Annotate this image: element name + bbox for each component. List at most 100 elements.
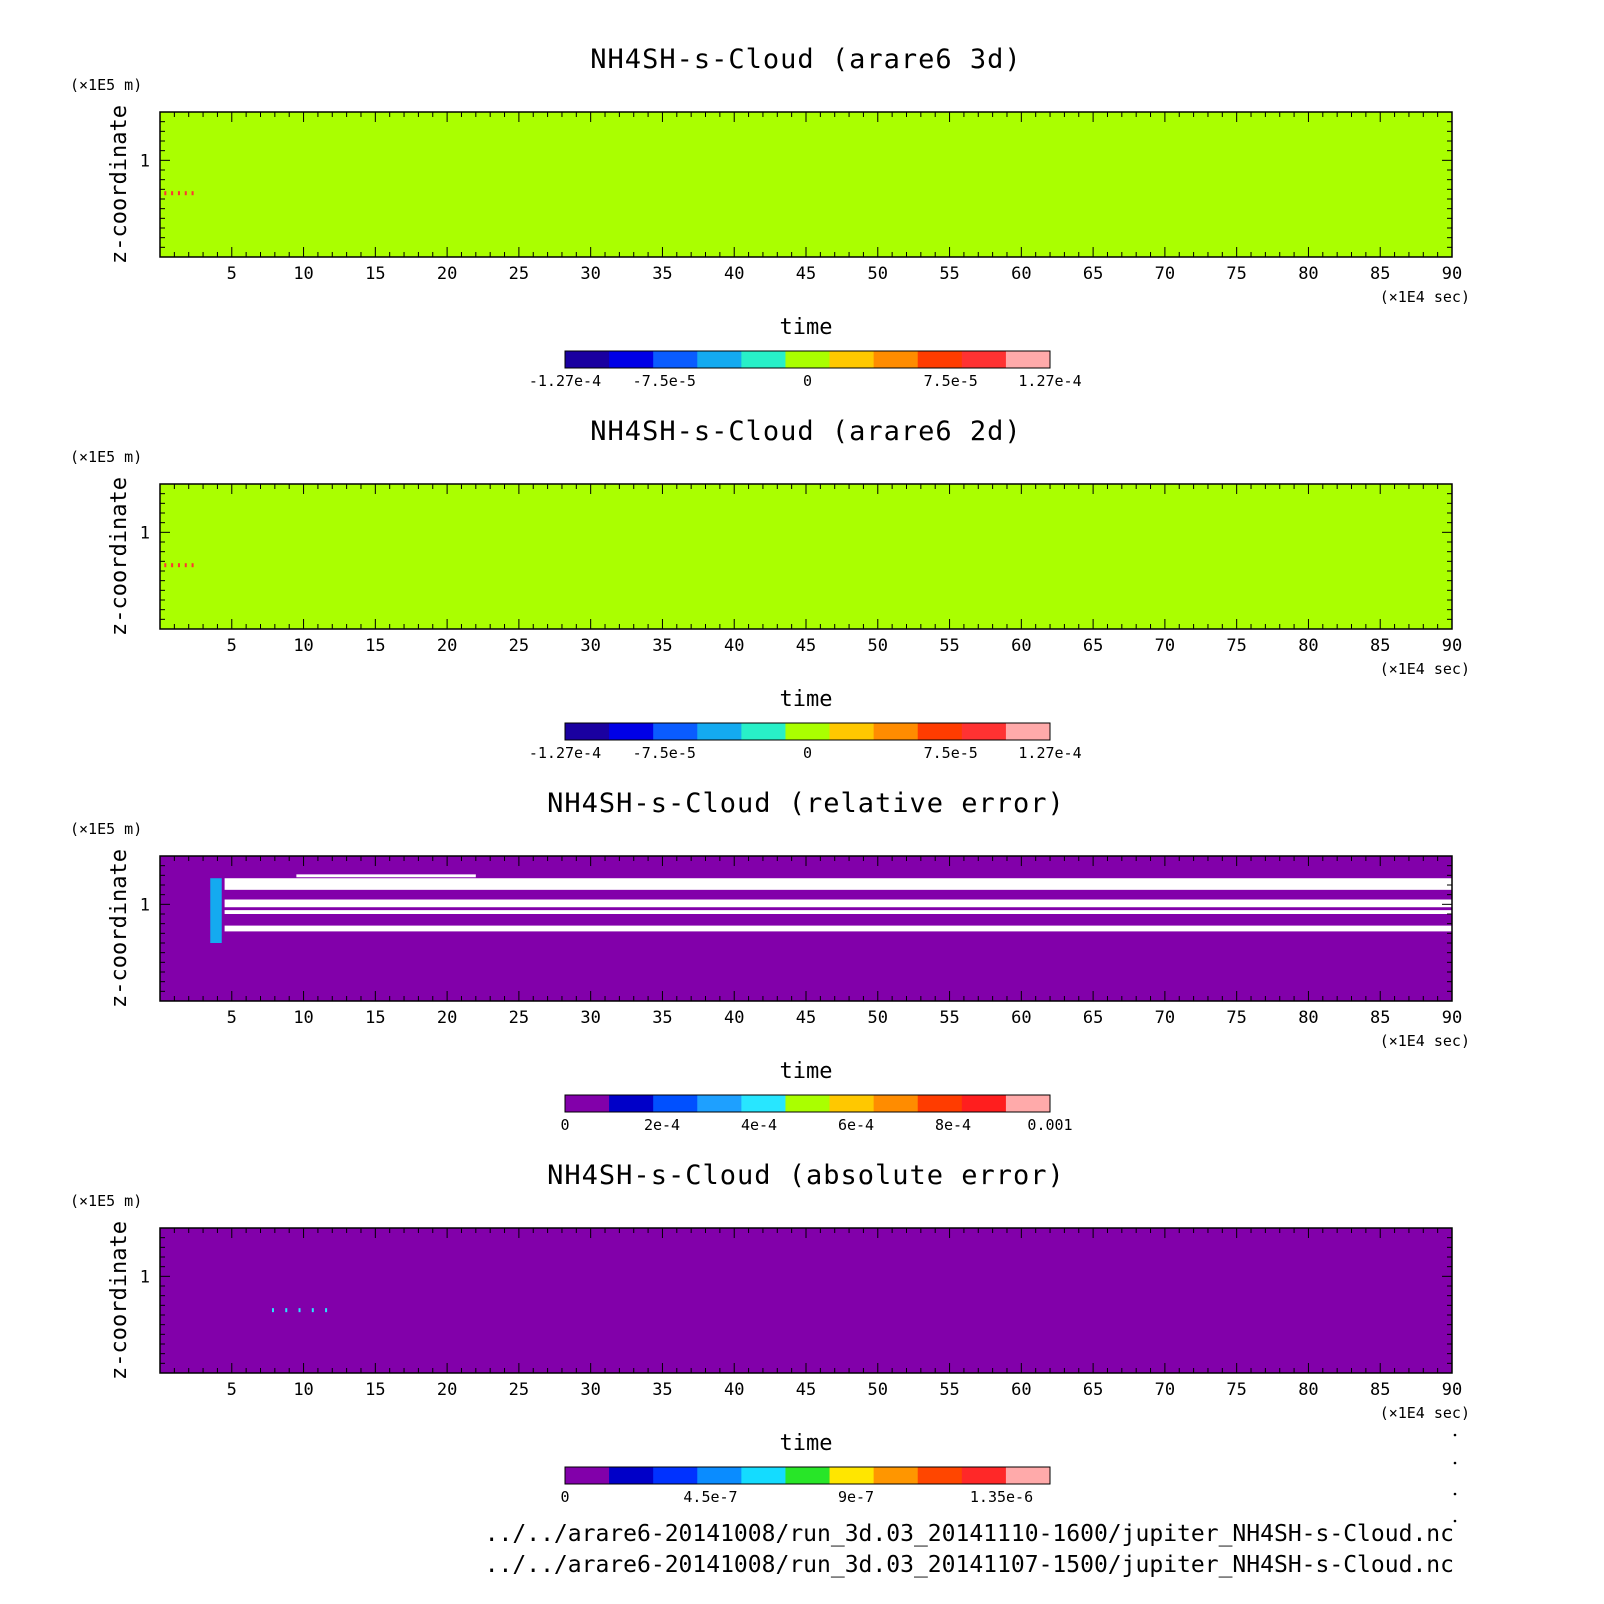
- x-tick-label: 30: [580, 264, 600, 284]
- x-tick-label: 55: [939, 1380, 959, 1400]
- feature-band: [296, 874, 476, 878]
- x-tick-label: 45: [796, 1380, 816, 1400]
- x-tick-label: 80: [1298, 264, 1318, 284]
- colorbar-tick-label: 0: [803, 372, 812, 390]
- x-axis-label: time: [780, 687, 833, 712]
- colorbar-frame: [564, 350, 1051, 369]
- y-unit: (×1E5 m): [70, 76, 142, 94]
- y-tick-label: 1: [140, 895, 150, 915]
- x-tick-label: 60: [1011, 264, 1031, 284]
- colorbar-swatch: [873, 351, 919, 368]
- colorbar-swatch: [785, 1467, 831, 1484]
- footer-dot: [1453, 1433, 1457, 1437]
- x-unit: (×1E4 sec): [1380, 660, 1470, 678]
- colorbar-tick-label: 0: [560, 1116, 569, 1134]
- x-tick-label: 80: [1298, 1008, 1318, 1028]
- x-tick-label: 65: [1083, 636, 1103, 656]
- x-tick-label: 65: [1083, 1380, 1103, 1400]
- panel-title: NH4SH-s-Cloud (arare6 3d): [590, 44, 1021, 75]
- x-tick-label: 40: [724, 636, 744, 656]
- footer-dot: [1453, 1461, 1457, 1465]
- colorbar: -1.27e-4 -7.5e-5 0 7.5e-5 1.27e-4: [529, 350, 1082, 390]
- feature-spot: [191, 563, 194, 568]
- colorbar-swatch: [697, 723, 742, 740]
- feature-spot: [184, 191, 187, 196]
- colorbar-frame: [564, 1094, 1051, 1113]
- x-tick-label: 25: [509, 264, 529, 284]
- colorbar-tick-label: 6e-4: [838, 1116, 874, 1134]
- colorbar-swatch: [741, 351, 786, 368]
- colorbar-swatch: [829, 723, 875, 740]
- colorbar-swatch: [741, 723, 786, 740]
- x-tick-label: 75: [1226, 1008, 1246, 1028]
- colorbar-tick-label: 1.35e-6: [970, 1488, 1033, 1506]
- colorbar-swatch: [609, 351, 654, 368]
- x-tick-label: 85: [1370, 264, 1390, 284]
- colorbar-swatch: [697, 1467, 742, 1484]
- feature-band: [224, 925, 1453, 932]
- x-tick-label: 30: [580, 1008, 600, 1028]
- feature-spot: [298, 1308, 301, 1313]
- x-tick-label: 85: [1370, 1380, 1390, 1400]
- y-unit: (×1E5 m): [70, 448, 142, 466]
- x-tick-label: 35: [652, 636, 672, 656]
- feature-band: [224, 878, 1453, 890]
- colorbar-swatch: [653, 1095, 698, 1112]
- x-tick-label: 5: [227, 264, 237, 284]
- panel-title: NH4SH-s-Cloud (relative error): [547, 788, 1065, 819]
- plot-area: [159, 1227, 1453, 1374]
- x-tick-label: 40: [724, 1380, 744, 1400]
- x-unit: (×1E4 sec): [1380, 1404, 1470, 1422]
- y-tick-label: 1: [140, 151, 150, 171]
- x-tick-label: 50: [868, 1380, 888, 1400]
- field-fill: [160, 1228, 1452, 1373]
- colorbar-swatch: [565, 351, 610, 368]
- panel-title: NH4SH-s-Cloud (absolute error): [547, 1160, 1065, 1191]
- colorbar-frame: [564, 1466, 1051, 1485]
- x-axis-label: time: [780, 315, 833, 340]
- x-tick-label: 80: [1298, 636, 1318, 656]
- footer-file-2: ../../arare6-20141008/run_3d.03_20141107…: [485, 1552, 1454, 1578]
- x-tick-label: 25: [509, 1380, 529, 1400]
- y-axis-label: z-coordinate: [107, 477, 132, 636]
- y-tick-label: 1: [140, 523, 150, 543]
- colorbar-swatch: [829, 1095, 875, 1112]
- x-tick-label: 85: [1370, 636, 1390, 656]
- colorbar-swatch: [653, 723, 698, 740]
- x-tick-label: 15: [365, 1380, 385, 1400]
- colorbar-swatch: [961, 351, 1007, 368]
- x-tick-label: 30: [580, 1380, 600, 1400]
- x-tick-label: 15: [365, 636, 385, 656]
- colorbar-tick-label: 7.5e-5: [924, 744, 978, 762]
- x-axis-label: time: [780, 1059, 833, 1084]
- x-tick-label: 90: [1442, 636, 1462, 656]
- colorbar-tick-label: 4e-4: [741, 1116, 777, 1134]
- x-tick-label: 35: [652, 1008, 672, 1028]
- colorbar-swatch: [829, 351, 875, 368]
- x-tick-label: 90: [1442, 264, 1462, 284]
- x-tick-label: 70: [1155, 264, 1175, 284]
- colorbar-swatch: [565, 1467, 610, 1484]
- panel-4: NH4SH-s-Cloud (absolute error) (×1E5 m) 5 1…: [70, 1160, 1470, 1506]
- colorbar-swatch: [1005, 723, 1051, 740]
- x-tick-label: 45: [796, 636, 816, 656]
- x-tick-label: 15: [365, 264, 385, 284]
- x-axis-label: time: [780, 1431, 833, 1456]
- x-tick-label: 75: [1226, 636, 1246, 656]
- colorbar-swatch: [917, 1095, 963, 1112]
- x-tick-label: 50: [868, 1008, 888, 1028]
- footer-dot: [1453, 1492, 1457, 1496]
- x-tick-label: 70: [1155, 1380, 1175, 1400]
- x-tick-label: 45: [796, 264, 816, 284]
- feature-spot: [164, 563, 167, 568]
- colorbar-swatch: [741, 1095, 786, 1112]
- feature-spot: [271, 1308, 274, 1313]
- x-tick-label: 10: [293, 1380, 313, 1400]
- x-unit: (×1E4 sec): [1380, 1032, 1470, 1050]
- x-tick-label: 20: [437, 1008, 457, 1028]
- panel-3: NH4SH-s-Cloud (relative error) (×1E5 m) 5 1…: [70, 788, 1470, 1134]
- x-tick-label: 60: [1011, 1008, 1031, 1028]
- colorbar-tick-label: -1.27e-4: [529, 372, 601, 390]
- colorbar-swatch: [873, 723, 919, 740]
- colorbar-tick-label: -7.5e-5: [633, 744, 696, 762]
